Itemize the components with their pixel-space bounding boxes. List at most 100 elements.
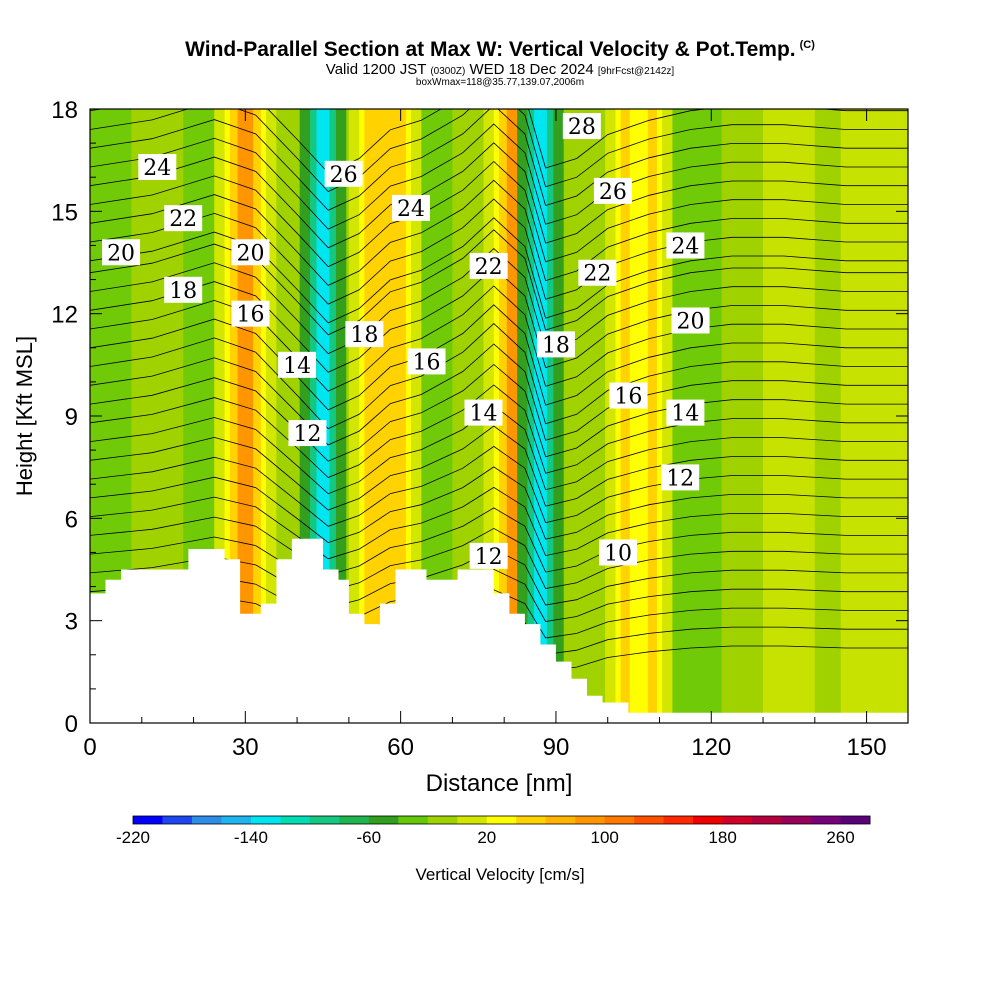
theta-contour-line-13 — [90, 363, 908, 462]
terrain-mask — [90, 538, 908, 723]
contour-label-16: 26 — [593, 177, 632, 205]
contour-label-24: 10 — [599, 539, 638, 566]
colorbar-swatch — [280, 816, 311, 824]
colorbar-swatch — [545, 816, 576, 824]
y-tick-label: 9 — [65, 404, 78, 431]
contour-label-text: 22 — [169, 207, 197, 232]
colorbar-swatch — [368, 816, 399, 824]
colorbar-swatch — [486, 816, 517, 824]
contour-label-text: 12 — [293, 422, 321, 447]
colorbar-frame — [132, 815, 871, 825]
colorbar-swatch — [663, 816, 694, 824]
theta-contour-line-3 — [90, 568, 908, 625]
theta-contour-line-14 — [90, 343, 908, 446]
contour-label-text: 16 — [236, 303, 264, 328]
y-tick-label: 3 — [65, 609, 78, 636]
colorbar-swatch — [309, 816, 340, 824]
contour-label-23: 12 — [661, 464, 700, 491]
theta-contour-line-20 — [90, 229, 908, 336]
colorbar-tick-label: -140 — [234, 828, 268, 847]
axes: 0 30 60 90 120 150 0 3 6 9 12 15 18 — [51, 97, 908, 761]
contour-label-text: 12 — [475, 545, 503, 570]
theta-contour-line-16 — [90, 304, 908, 411]
theta-contour-line-29 — [90, 109, 908, 174]
contour-label-2: 20 — [102, 239, 141, 266]
theta-contour-line-22 — [90, 198, 908, 305]
colorbar-swatch — [781, 816, 812, 824]
contour-label-11: 16 — [407, 348, 446, 375]
chart-title: Wind-Parallel Section at Max W: Vertical… — [185, 38, 815, 61]
x-tick-label: 120 — [691, 734, 731, 761]
theta-contour-line-17 — [90, 285, 908, 392]
contour-label-18: 18 — [536, 331, 575, 358]
theta-contour-line-27 — [90, 109, 908, 211]
contour-label-20: 20 — [671, 307, 710, 334]
contour-label-text: 24 — [143, 156, 171, 181]
contour-label-text: 12 — [666, 466, 694, 491]
contour-label-text: 26 — [599, 180, 627, 205]
colorbar-swatch — [191, 816, 222, 824]
y-axis-label: Height [Kft MSL] — [12, 336, 37, 496]
colorbar-label: Vertical Velocity [cm/s] — [415, 865, 584, 884]
x-tick-label: 0 — [83, 734, 96, 761]
colorbar-swatch — [840, 816, 871, 824]
x-tick-label: 30 — [232, 734, 259, 761]
colorbar-swatch — [722, 816, 753, 824]
colorbar-swatch — [398, 816, 429, 824]
contour-label-text: 28 — [568, 115, 596, 140]
theta-contour-line-15 — [90, 323, 908, 430]
colorbar-swatch — [457, 816, 488, 824]
theta-contour-line-19 — [90, 247, 908, 355]
theta-contour-line-23 — [90, 179, 908, 286]
theta-contour-line-6 — [90, 507, 908, 576]
contour-label-text: 16 — [413, 350, 441, 375]
contour-label-text: 18 — [169, 279, 197, 304]
colorbar-swatch — [752, 816, 783, 824]
colorbar-swatch — [221, 816, 252, 824]
contour-label-15: 28 — [562, 113, 601, 140]
colorbar-swatch — [162, 816, 193, 824]
colorbar-swatch — [133, 816, 163, 824]
contour-label-14: 12 — [469, 542, 508, 570]
contour-label-5: 16 — [231, 300, 270, 328]
terrain-profile — [90, 538, 908, 723]
theta-contour-line-5 — [90, 527, 908, 592]
colorbar-swatch — [339, 816, 370, 824]
contour-label-17: 22 — [578, 259, 617, 287]
colorbar-swatch — [634, 816, 665, 824]
x-axis-label: Distance [nm] — [426, 770, 573, 797]
box-info: boxWmax=118@35.77,139.07,2006m — [415, 77, 585, 88]
y-tick-label: 0 — [65, 711, 78, 738]
contour-label-text: 14 — [671, 402, 699, 427]
contour-label-10: 18 — [345, 321, 384, 348]
contour-label-text: 24 — [397, 197, 425, 222]
copyright-mark: (C) — [799, 39, 815, 51]
colorbar-swatch — [811, 816, 842, 824]
contour-label-text: 18 — [350, 323, 378, 348]
contour-label-text: 14 — [469, 402, 497, 427]
contour-label-3: 18 — [164, 276, 203, 304]
contour-label-8: 26 — [324, 160, 363, 188]
colorbar-tick-label: 260 — [826, 828, 854, 847]
contour-label-6: 14 — [278, 351, 317, 379]
contour-label-13: 14 — [464, 399, 503, 427]
y-tick-label: 6 — [65, 506, 78, 533]
y-tick-label: 15 — [51, 199, 78, 226]
theta-contour-line-10 — [90, 425, 908, 511]
contour-label-text: 24 — [671, 234, 699, 259]
contour-label-text: 22 — [583, 262, 611, 287]
field-shade-5 — [763, 109, 815, 723]
contour-label-text: 20 — [236, 241, 264, 266]
x-tick-label: 90 — [543, 734, 570, 761]
colorbar-tick-label: -60 — [357, 828, 382, 847]
colorbar-tick-label: 180 — [708, 828, 736, 847]
contour-label-text: 20 — [107, 241, 135, 266]
contour-label-text: 26 — [330, 163, 358, 188]
colorbar-tick-label: 20 — [477, 828, 496, 847]
contour-label-text: 20 — [677, 309, 705, 334]
y-tick-label: 12 — [51, 302, 78, 329]
colorbar-tick-label: 100 — [591, 828, 619, 847]
colorbar-swatch — [575, 816, 606, 824]
colorbar-swatch — [516, 816, 547, 824]
